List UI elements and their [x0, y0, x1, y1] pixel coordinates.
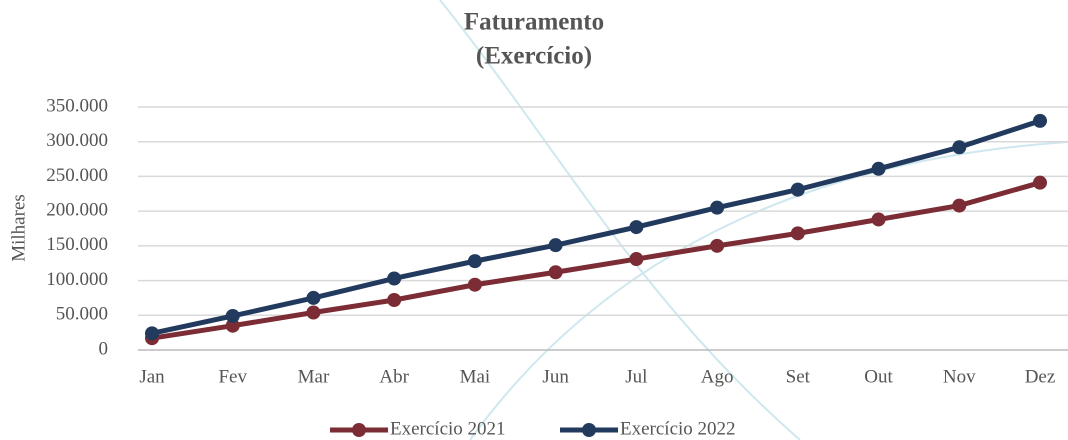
- data-point: [306, 306, 320, 320]
- y-tick-label: 250.000: [46, 165, 108, 186]
- data-point: [468, 278, 482, 292]
- y-tick-label: 300.000: [46, 130, 108, 151]
- data-point: [387, 271, 401, 285]
- data-point: [710, 239, 724, 253]
- x-tick-label: Mai: [460, 366, 491, 387]
- data-point: [468, 254, 482, 268]
- data-point: [226, 309, 240, 323]
- x-tick-label: Jan: [139, 366, 165, 387]
- y-tick-label: 350.000: [46, 95, 108, 116]
- x-tick-label: Mar: [298, 366, 330, 387]
- x-tick-label: Nov: [943, 366, 976, 387]
- legend-label: Exercício 2021: [390, 418, 506, 439]
- data-point: [710, 201, 724, 215]
- data-point: [1033, 176, 1047, 190]
- y-axis-label: Milhares: [8, 194, 29, 262]
- x-tick-label: Ago: [701, 366, 734, 387]
- x-tick-label: Jun: [542, 366, 569, 387]
- data-point: [387, 293, 401, 307]
- data-point: [791, 183, 805, 197]
- page: Faturamento (Exercício) Milhares 0 50.000…: [0, 0, 1068, 440]
- data-point: [872, 162, 886, 176]
- data-point: [872, 212, 886, 226]
- chart-title: (Exercício): [476, 43, 592, 70]
- y-tick-label: 50.000: [56, 304, 108, 325]
- data-point: [952, 199, 966, 213]
- legend-marker: [582, 423, 596, 437]
- chart: Faturamento (Exercício) Milhares 0 50.000…: [0, 0, 1068, 440]
- data-point: [952, 140, 966, 154]
- y-tick-label: 150.000: [46, 234, 108, 255]
- x-tick-label: Out: [864, 366, 893, 387]
- chart-title: Faturamento: [464, 9, 604, 36]
- series-line: [152, 121, 1040, 333]
- x-tick-label: Set: [786, 366, 811, 387]
- x-tick-label: Abr: [379, 366, 409, 387]
- data-point: [629, 252, 643, 266]
- legend-label: Exercício 2022: [620, 418, 736, 439]
- x-tick-label: Fev: [218, 366, 247, 387]
- y-tick-label: 100.000: [46, 269, 108, 290]
- x-tick-label: Dez: [1025, 366, 1056, 387]
- decoration: [470, 142, 1068, 440]
- data-point: [629, 220, 643, 234]
- y-tick-label: 0: [99, 338, 109, 359]
- y-tick-label: 200.000: [46, 200, 108, 221]
- data-point: [1033, 114, 1047, 128]
- data-point: [549, 238, 563, 252]
- data-point: [791, 226, 805, 240]
- legend-marker: [352, 423, 366, 437]
- x-tick-label: Jul: [625, 366, 647, 387]
- data-point: [145, 326, 159, 340]
- data-point: [306, 291, 320, 305]
- data-point: [549, 265, 563, 279]
